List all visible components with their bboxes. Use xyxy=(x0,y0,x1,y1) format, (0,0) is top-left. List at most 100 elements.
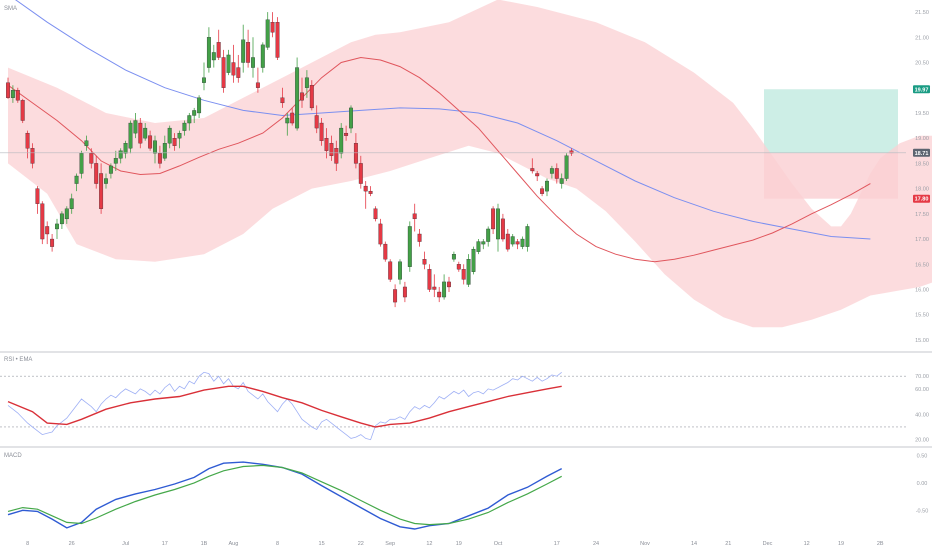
candle xyxy=(6,77,10,99)
candle-body xyxy=(388,261,393,280)
candle-body xyxy=(525,226,530,247)
candle xyxy=(172,133,177,151)
candle-body xyxy=(324,138,329,151)
candle xyxy=(108,163,113,179)
candle-body xyxy=(530,168,535,172)
candle-body xyxy=(427,269,432,290)
candle-body xyxy=(211,52,216,61)
candle xyxy=(378,218,383,247)
macd-tick-label: -0.50 xyxy=(916,508,929,514)
candle xyxy=(55,218,59,240)
candle-body xyxy=(412,213,417,220)
candle xyxy=(569,148,574,156)
candle-body xyxy=(104,178,108,184)
candle xyxy=(344,125,349,141)
candle xyxy=(211,44,216,68)
candle-body xyxy=(148,135,153,149)
rsi-tick-label: 60.00 xyxy=(915,387,929,393)
candle-body xyxy=(442,281,447,298)
candle-body xyxy=(64,208,69,220)
candle-body xyxy=(270,22,275,33)
y-tick-label: 19.50 xyxy=(915,111,929,117)
candle-body xyxy=(10,90,15,98)
candle-body xyxy=(393,289,398,303)
candle xyxy=(104,173,108,189)
y-tick-label: 16.00 xyxy=(915,287,929,293)
candle xyxy=(324,128,329,159)
candle-body xyxy=(251,57,255,68)
candle xyxy=(295,57,300,131)
candle xyxy=(197,95,202,118)
x-tick-label: 21 xyxy=(725,541,731,547)
y-tick-label: 18.00 xyxy=(915,187,929,193)
candle xyxy=(300,77,304,108)
candle xyxy=(45,221,50,245)
y-tick-label: 18.50 xyxy=(915,161,929,167)
candle xyxy=(221,49,226,93)
rsi-line xyxy=(7,371,562,441)
candle xyxy=(319,118,324,146)
candle xyxy=(481,239,486,250)
candle-body xyxy=(358,163,363,184)
last-price-badge-bg xyxy=(913,148,930,157)
x-tick-label: 12 xyxy=(426,541,432,547)
candle xyxy=(540,186,545,197)
candle xyxy=(564,153,569,182)
candle xyxy=(510,234,515,247)
y-tick-label: 16.50 xyxy=(915,262,929,268)
candle xyxy=(10,85,15,103)
candle xyxy=(349,105,353,134)
candle-body xyxy=(25,132,30,149)
y-tick-label: 19.00 xyxy=(915,136,929,142)
candle-body xyxy=(496,208,500,240)
candle-body xyxy=(123,143,128,154)
candle xyxy=(246,29,251,68)
candle xyxy=(476,239,481,255)
candle xyxy=(329,135,334,161)
candle xyxy=(128,120,133,154)
candle-body xyxy=(265,19,270,48)
candle xyxy=(251,37,255,78)
candle-body xyxy=(79,153,84,174)
candle xyxy=(40,201,45,245)
candle xyxy=(471,246,476,275)
y-tick-label: 20.50 xyxy=(915,61,929,67)
candle-body xyxy=(559,178,564,184)
candle-body xyxy=(520,238,525,247)
candle-body xyxy=(113,158,118,164)
candle xyxy=(407,221,412,272)
candle xyxy=(451,251,456,262)
candle xyxy=(118,148,123,164)
rsi-ema-line xyxy=(7,385,562,428)
candle-body xyxy=(417,233,422,242)
x-tick-label: Dec xyxy=(763,541,773,547)
macd-pane-label: MACD xyxy=(4,453,22,459)
candle xyxy=(177,130,182,149)
candle xyxy=(167,125,172,149)
candle-body xyxy=(486,228,491,242)
candle xyxy=(388,259,393,282)
candle-body xyxy=(344,132,349,136)
candle xyxy=(74,173,79,192)
candle-body xyxy=(510,236,515,245)
candle-body xyxy=(50,238,55,247)
candle-body xyxy=(280,97,285,104)
candle-body xyxy=(515,241,520,245)
candle-body xyxy=(202,77,206,83)
candle xyxy=(59,211,64,229)
candle-body xyxy=(206,37,211,68)
candle xyxy=(64,206,69,224)
candle xyxy=(422,251,427,270)
candle-body xyxy=(300,92,304,101)
candle-body xyxy=(69,198,74,209)
candle xyxy=(265,12,270,50)
candle-body xyxy=(172,138,177,146)
x-tick-label: 2B xyxy=(877,541,884,547)
candle xyxy=(133,112,138,139)
candle-body xyxy=(177,132,182,139)
candle-body xyxy=(216,42,221,58)
candle-body xyxy=(398,261,402,280)
y-tick-label: 15.50 xyxy=(915,313,929,319)
candle-body xyxy=(128,122,133,149)
candle-body xyxy=(334,148,339,164)
